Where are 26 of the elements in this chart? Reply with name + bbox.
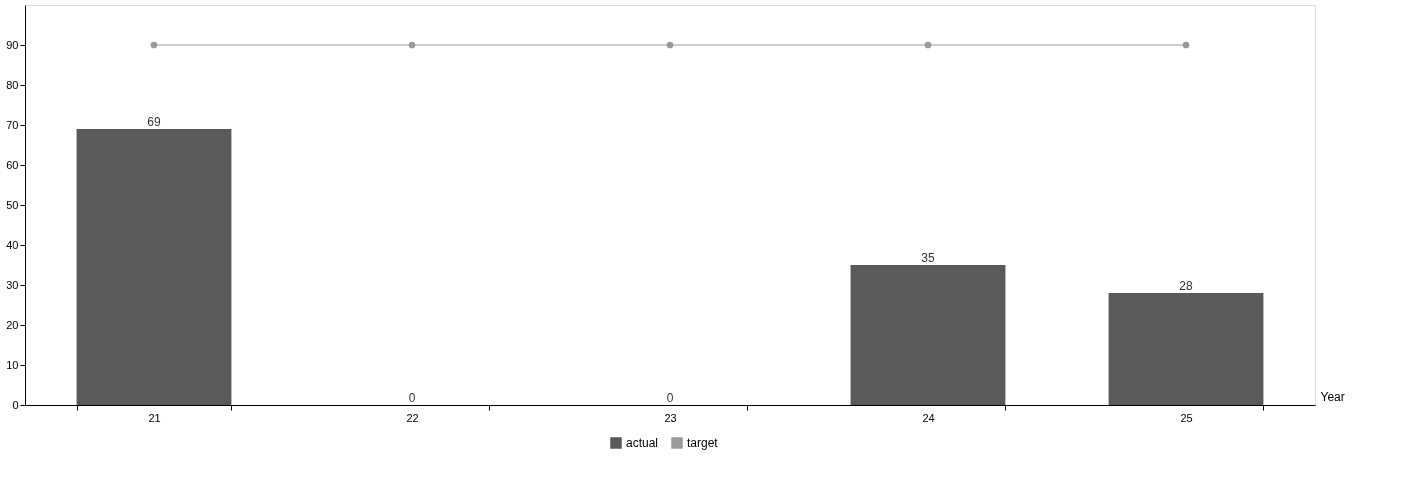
y-tick-label: 40 <box>6 238 19 251</box>
y-tick-label: 20 <box>6 318 19 331</box>
legend-label: actual <box>626 436 659 450</box>
data-label: 0 <box>666 391 674 405</box>
x-tick-label: 21 <box>148 411 161 424</box>
data-label: 0 <box>408 391 416 405</box>
x-tick-label: 24 <box>922 411 935 424</box>
data-label: 28 <box>1179 279 1193 293</box>
y-tick-label: 70 <box>6 118 19 131</box>
data-label: 35 <box>921 251 935 265</box>
data-label: 69 <box>147 115 161 129</box>
y-tick-label: 10 <box>6 358 19 371</box>
y-tick-label: 90 <box>6 38 19 51</box>
y-tick-label: 50 <box>6 198 19 211</box>
bar <box>850 265 1006 405</box>
x-axis-title: Year <box>1320 389 1345 404</box>
x-tick-label: 23 <box>664 411 677 424</box>
x-tick-label: 22 <box>406 411 419 424</box>
x-tick-label: 25 <box>1180 411 1193 424</box>
y-tick-label: 30 <box>6 278 19 291</box>
bar <box>1108 293 1264 405</box>
legend-label: target <box>687 436 719 450</box>
y-tick-label: 80 <box>6 78 19 91</box>
bar <box>76 129 232 405</box>
y-tick-label: 60 <box>6 158 19 171</box>
y-tick-label: 0 <box>12 398 19 411</box>
